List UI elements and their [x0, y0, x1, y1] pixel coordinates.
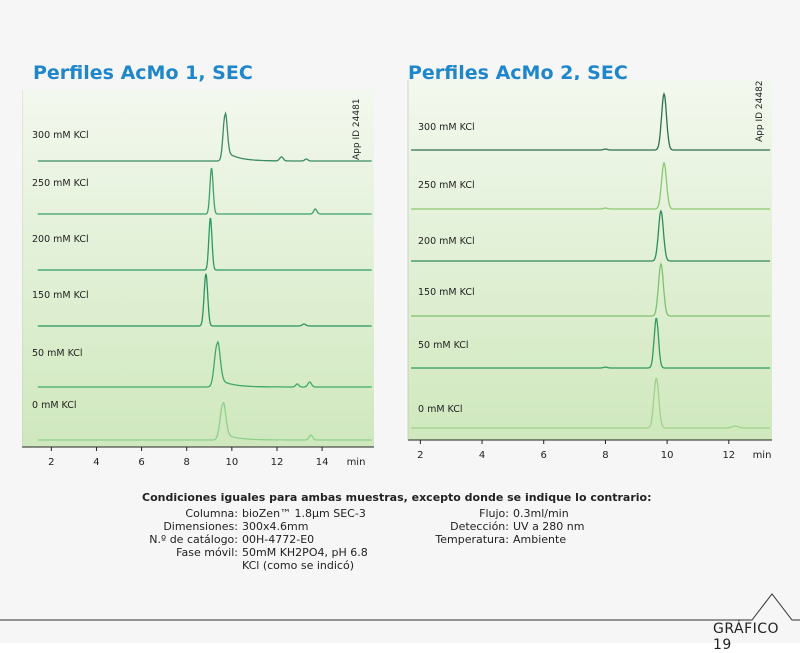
- x-tick-label: 2: [417, 450, 423, 461]
- series-label: 200 mM KCl: [418, 236, 475, 247]
- series-label: 300 mM KCl: [418, 122, 475, 133]
- series-label: 50 mM KCl: [418, 340, 469, 351]
- chart-2: 2 4 6 8 10 12 min 300 mM KCl 250 mM KCl 200 mM KC…: [407, 80, 772, 461]
- plot-background: [22, 90, 374, 447]
- x-axis-unit: min: [347, 457, 366, 468]
- x-tick-label: 6: [541, 450, 547, 461]
- panel-1-title: Perfiles AcMo 1, SEC: [33, 62, 253, 84]
- x-tick-label: 12: [271, 457, 284, 468]
- figure-tab: [0, 593, 800, 621]
- x-tick-label: 10: [661, 450, 674, 461]
- trace-50-mm-kcl: [411, 317, 771, 369]
- x-tick-label: 14: [316, 457, 329, 468]
- x-tick-label: 8: [184, 457, 190, 468]
- condition-row: Temperatura: Ambiente: [405, 533, 585, 546]
- trace-0-mm-kcl: [411, 377, 771, 429]
- condition-label: Fase móvil:: [176, 546, 238, 559]
- condition-value: 0.3ml/min: [513, 507, 569, 520]
- app-id: App ID 24481: [352, 98, 362, 160]
- condition-label: N.º de catálogo:: [149, 533, 238, 546]
- chart-1: 2 4 6 8 10 12 14 min 300 mM KCl 250 mM KCl 200 mM …: [22, 90, 374, 468]
- condition-row: KCl (como se indicó): [120, 559, 368, 572]
- condition-row: Flujo: 0.3ml/min: [405, 507, 585, 520]
- trace-250-mm-kcl: [411, 161, 771, 210]
- trace-250-mm-kcl: [37, 167, 372, 215]
- conditions-right: Flujo: 0.3ml/min Detección: UV a 280 nm Te…: [405, 507, 585, 546]
- condition-value: Ambiente: [513, 533, 567, 546]
- condition-value: 00H-4772-E0: [242, 533, 315, 546]
- series-label: 250 mM KCl: [418, 180, 475, 191]
- condition-value: KCl (como se indicó): [242, 559, 354, 572]
- condition-row: Dimensiones: 300x4.6mm: [120, 520, 368, 533]
- x-axis-unit: min: [753, 450, 772, 461]
- condition-label: Temperatura:: [435, 533, 509, 546]
- condition-value: 50mM KH2PO4, pH 6.8: [242, 546, 368, 559]
- condition-label: Detección:: [450, 520, 509, 533]
- condition-label: Columna:: [185, 507, 238, 520]
- figure-tab-line: [0, 593, 800, 621]
- x-tick-label: 6: [138, 457, 144, 468]
- trace-200-mm-kcl: [411, 209, 771, 262]
- trace-300-mm-kcl: [411, 92, 771, 151]
- series-label: 150 mM KCl: [32, 290, 89, 301]
- condition-row: Detección: UV a 280 nm: [405, 520, 585, 533]
- series-label: 0 mM KCl: [32, 400, 77, 411]
- x-tick-label: 8: [602, 450, 608, 461]
- x-tick-label: 2: [48, 457, 54, 468]
- series-label: 150 mM KCl: [418, 287, 475, 298]
- series-label: 50 mM KCl: [32, 348, 83, 359]
- figure-label: GRÁFICO 19: [713, 621, 780, 653]
- condition-row: N.º de catálogo: 00H-4772-E0: [120, 533, 368, 546]
- panel-2-title: Perfiles AcMo 2, SEC: [408, 62, 628, 84]
- series-label: 200 mM KCl: [32, 234, 89, 245]
- x-tick-label: 10: [225, 457, 238, 468]
- trace-50-mm-kcl: [37, 340, 372, 388]
- x-tick-label: 12: [722, 450, 735, 461]
- trace-150-mm-kcl: [37, 273, 372, 327]
- trace-0-mm-kcl: [37, 401, 372, 441]
- condition-value: 300x4.6mm: [242, 520, 309, 533]
- app-id: App ID 24482: [755, 80, 765, 142]
- trace-200-mm-kcl: [37, 217, 372, 271]
- plot-background: [408, 80, 772, 440]
- series-label: 300 mM KCl: [32, 130, 89, 141]
- trace-150-mm-kcl: [411, 262, 771, 317]
- condition-row: Fase móvil: 50mM KH2PO4, pH 6.8: [120, 546, 368, 559]
- condition-value: UV a 280 nm: [513, 520, 585, 533]
- series-label: 0 mM KCl: [418, 404, 463, 415]
- condition-label: Flujo:: [479, 507, 509, 520]
- x-tick-label: 4: [479, 450, 485, 461]
- condition-value: bioZen™ 1.8µm SEC-3: [242, 507, 366, 520]
- conditions-heading: Condiciones iguales para ambas muestras,…: [142, 491, 652, 504]
- conditions-left: Columna: bioZen™ 1.8µm SEC-3 Dimensiones:…: [120, 507, 368, 572]
- condition-row: Columna: bioZen™ 1.8µm SEC-3: [120, 507, 368, 520]
- condition-label: Dimensiones:: [163, 520, 238, 533]
- trace-300-mm-kcl: [37, 111, 372, 162]
- series-label: 250 mM KCl: [32, 178, 89, 189]
- x-tick-label: 4: [93, 457, 99, 468]
